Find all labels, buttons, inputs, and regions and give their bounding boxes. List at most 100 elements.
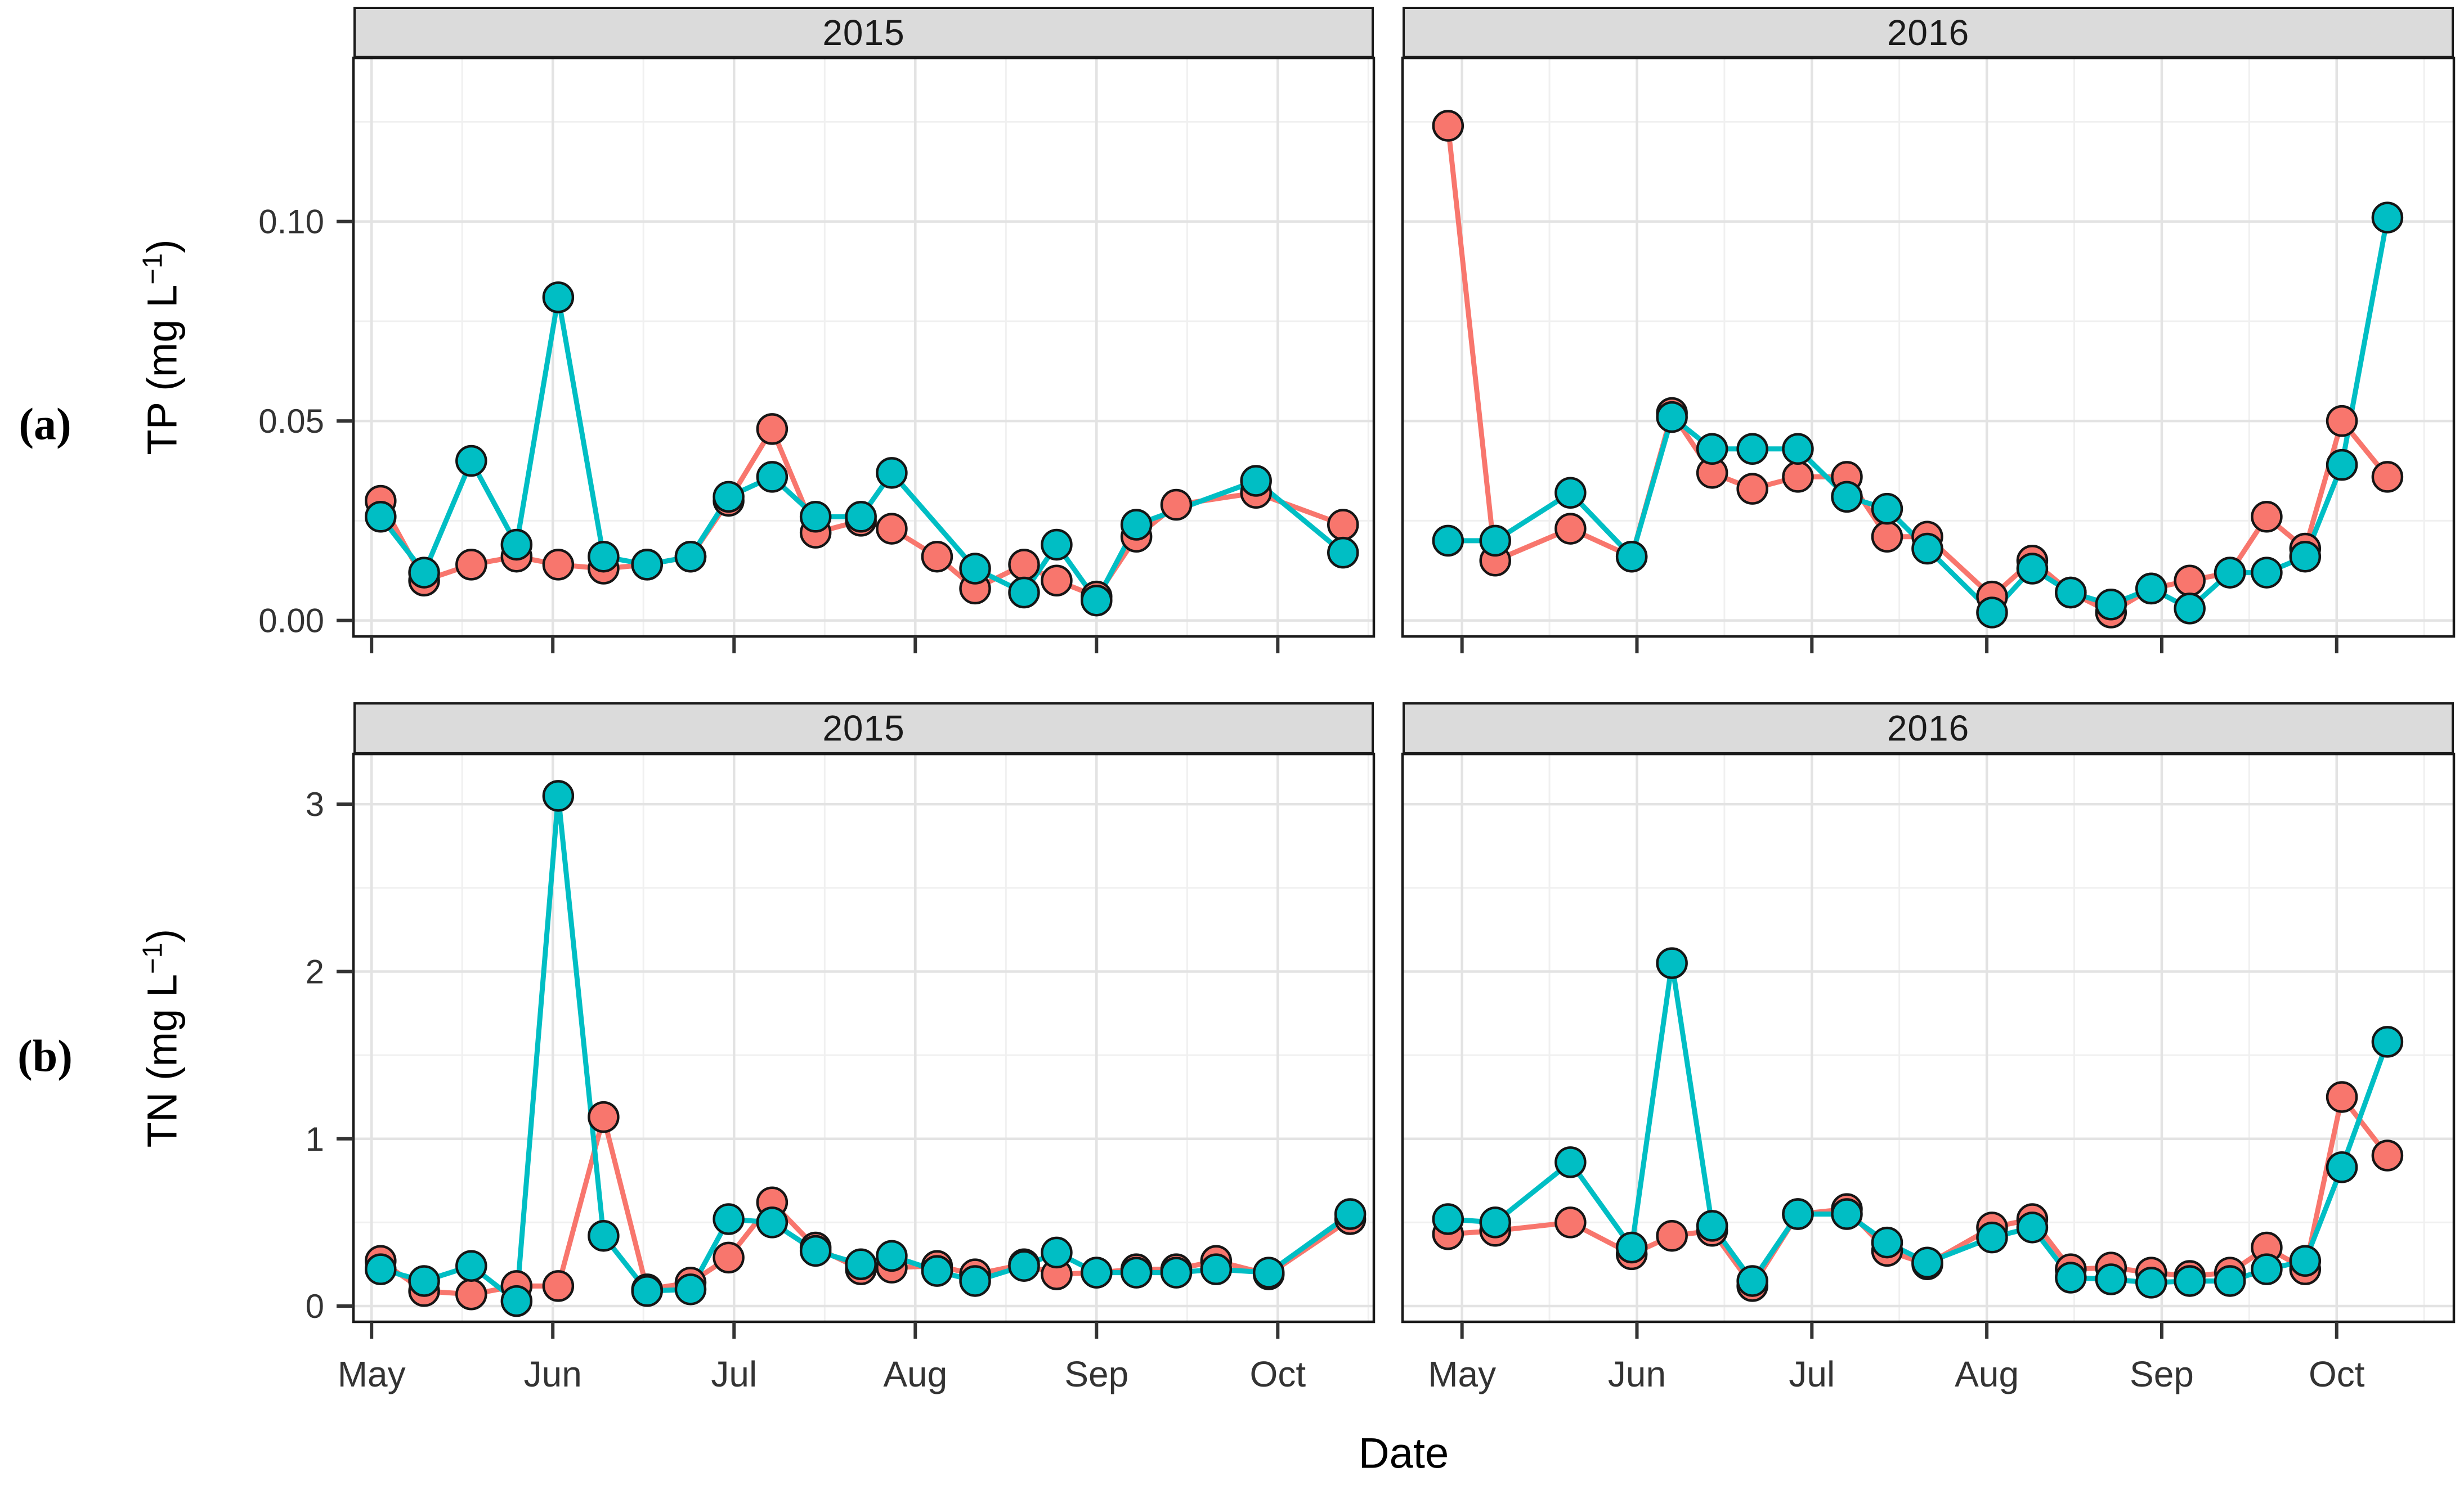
facet-strip-label: 2015 xyxy=(822,708,905,748)
panel-label-a: (a) xyxy=(19,400,71,450)
tn-2015-teal-point xyxy=(1200,1253,1233,1285)
tp-2015-salmon-point xyxy=(455,549,487,581)
tn-2015-teal-point xyxy=(1008,1250,1040,1282)
tp-2016-teal-point xyxy=(2016,553,2049,585)
tn-2015-teal-point xyxy=(542,780,575,812)
tp-2015-salmon-point xyxy=(921,540,953,573)
x-axis-tick-label: May xyxy=(338,1354,406,1394)
tn-2015-teal-point xyxy=(713,1203,745,1235)
tp-2016-salmon-point xyxy=(1871,521,1903,553)
tp-2016-teal-point xyxy=(2055,576,2087,609)
tn-2015-teal-point xyxy=(799,1235,832,1267)
tp-2015-teal-point xyxy=(876,457,908,489)
tp-2016-teal-point xyxy=(2289,540,2322,573)
tp-2015-teal-point xyxy=(1327,536,1359,569)
tn-2016-teal-point xyxy=(1871,1226,1903,1259)
tn-2015-teal-point xyxy=(1120,1257,1153,1289)
panel-background xyxy=(1403,754,2454,1322)
tn-2016-teal-point xyxy=(1479,1206,1511,1239)
tp-2016-teal-point xyxy=(2174,593,2206,625)
facet-strip-label: 2015 xyxy=(822,12,905,53)
tn-2016-teal-point xyxy=(1782,1198,1814,1230)
tp-2016-teal-point xyxy=(1479,524,1511,557)
tn-2015-teal-point xyxy=(674,1273,707,1305)
tp-2016-teal-point xyxy=(1432,524,1464,557)
tp-2016-teal-point xyxy=(1554,477,1587,509)
tn-2015-teal-point xyxy=(756,1206,789,1239)
tp-2015-salmon-point xyxy=(1160,488,1193,521)
tn-2016-teal-point xyxy=(2055,1262,2087,1294)
tn-2016-salmon-point xyxy=(1656,1219,1688,1252)
tp-2015-teal-point xyxy=(799,501,832,533)
tn-2016-teal-point xyxy=(2135,1267,2167,1299)
x-axis-tick-label: Sep xyxy=(2130,1354,2194,1394)
tp-2016-salmon-point xyxy=(1432,110,1464,142)
x-axis-title: Date xyxy=(1358,1429,1449,1478)
tn-2016-salmon-point xyxy=(2371,1139,2404,1172)
tn-2016-teal-point xyxy=(1432,1203,1464,1235)
tp-2016-teal-point xyxy=(1615,540,1648,573)
tn-2016-salmon-line xyxy=(1445,1094,2390,1289)
x-axis-tick-label: Sep xyxy=(1064,1354,1128,1394)
x-axis-tick-label: Jun xyxy=(1608,1354,1666,1394)
x-axis-tick-label: Jul xyxy=(1789,1354,1835,1394)
tn-2015-teal-point xyxy=(845,1248,877,1280)
facet-strip-tn-2016: 2016 xyxy=(1403,702,2454,754)
tp-2015-teal-point xyxy=(408,557,440,589)
x-axis-tick-label: Aug xyxy=(883,1354,947,1394)
tn-2015-teal-point xyxy=(588,1219,620,1252)
y-axis-title-tn: TN (mg L−1) xyxy=(137,929,186,1148)
y-axis-tick-label: 0 xyxy=(306,1287,324,1325)
x-axis-tick-label: Jun xyxy=(524,1354,582,1394)
tp-2016-teal-point xyxy=(1656,401,1688,433)
tp-2015-teal-point xyxy=(455,445,487,477)
y-axis-title-text: ) xyxy=(138,239,186,254)
tn-2015-teal-point xyxy=(959,1265,991,1297)
tp-2015-teal-point xyxy=(542,281,575,313)
tp-2016-salmon-point xyxy=(2174,564,2206,596)
tp-2015-teal-point xyxy=(1081,584,1113,617)
y-axis-tick-label: 3 xyxy=(306,786,324,823)
y-axis-title-tp: TP (mg L−1) xyxy=(137,239,186,455)
y-axis-title-text: TP (mg L xyxy=(138,284,186,455)
tn-2016-teal-point xyxy=(1656,947,1688,979)
tn-2016-teal-point xyxy=(2251,1253,2283,1285)
tp-2015-salmon-point xyxy=(1327,509,1359,541)
facet-strip-label: 2016 xyxy=(1887,708,1970,748)
tn-2016-teal-point xyxy=(1736,1265,1768,1297)
panel-tp-2015: 0.00 0.05 0.10 xyxy=(258,56,1376,653)
tp-2016-teal-point xyxy=(2251,557,2283,589)
tp-2015-teal-point xyxy=(959,553,991,585)
y-axis-tick-label: 0.00 xyxy=(258,602,324,640)
tn-2016-teal-point xyxy=(1696,1210,1728,1242)
tn-2015-teal-point xyxy=(1160,1257,1193,1289)
panel-border xyxy=(352,56,1376,638)
y-axis-tick-label: 2 xyxy=(306,953,324,990)
tn-2015-salmon-point xyxy=(455,1278,487,1311)
tp-2015-teal-point xyxy=(1120,509,1153,541)
tp-2016-salmon-point xyxy=(1554,513,1587,545)
panel-tn-2016: May Jun Jul Aug Sep Oct xyxy=(1401,752,2456,1394)
tp-2016-salmon-point xyxy=(2251,501,2283,533)
tn-2015-teal-point xyxy=(1081,1257,1113,1289)
y-axis-title-superscript: −1 xyxy=(137,253,168,285)
tn-2015-teal-point xyxy=(876,1240,908,1272)
tn-2015-teal-point xyxy=(500,1285,533,1317)
tp-2016-teal-point xyxy=(2135,572,2167,605)
y-axis-tick-label: 1 xyxy=(306,1120,324,1158)
tp-2015-salmon-point xyxy=(1041,564,1073,596)
x-axis-tick-label: Aug xyxy=(1955,1354,2019,1394)
tp-2016-teal-point xyxy=(2095,589,2127,621)
tn-2016-teal-point xyxy=(2289,1245,2322,1277)
tn-2015-teal-point xyxy=(1334,1198,1367,1230)
facet-strip-tp-2016: 2016 xyxy=(1403,7,2454,58)
tp-2016-teal-point xyxy=(2326,448,2358,481)
tp-2015-teal-point xyxy=(1240,465,1272,497)
tp-2016-salmon-point xyxy=(1736,473,1768,505)
tp-2016-teal-point xyxy=(1782,433,1814,465)
tn-2016-teal-point xyxy=(2174,1265,2206,1297)
tn-2015-teal-point xyxy=(365,1253,397,1285)
y-axis-tick-label: 0.10 xyxy=(258,203,324,241)
x-axis-tick-label: Jul xyxy=(711,1354,757,1394)
